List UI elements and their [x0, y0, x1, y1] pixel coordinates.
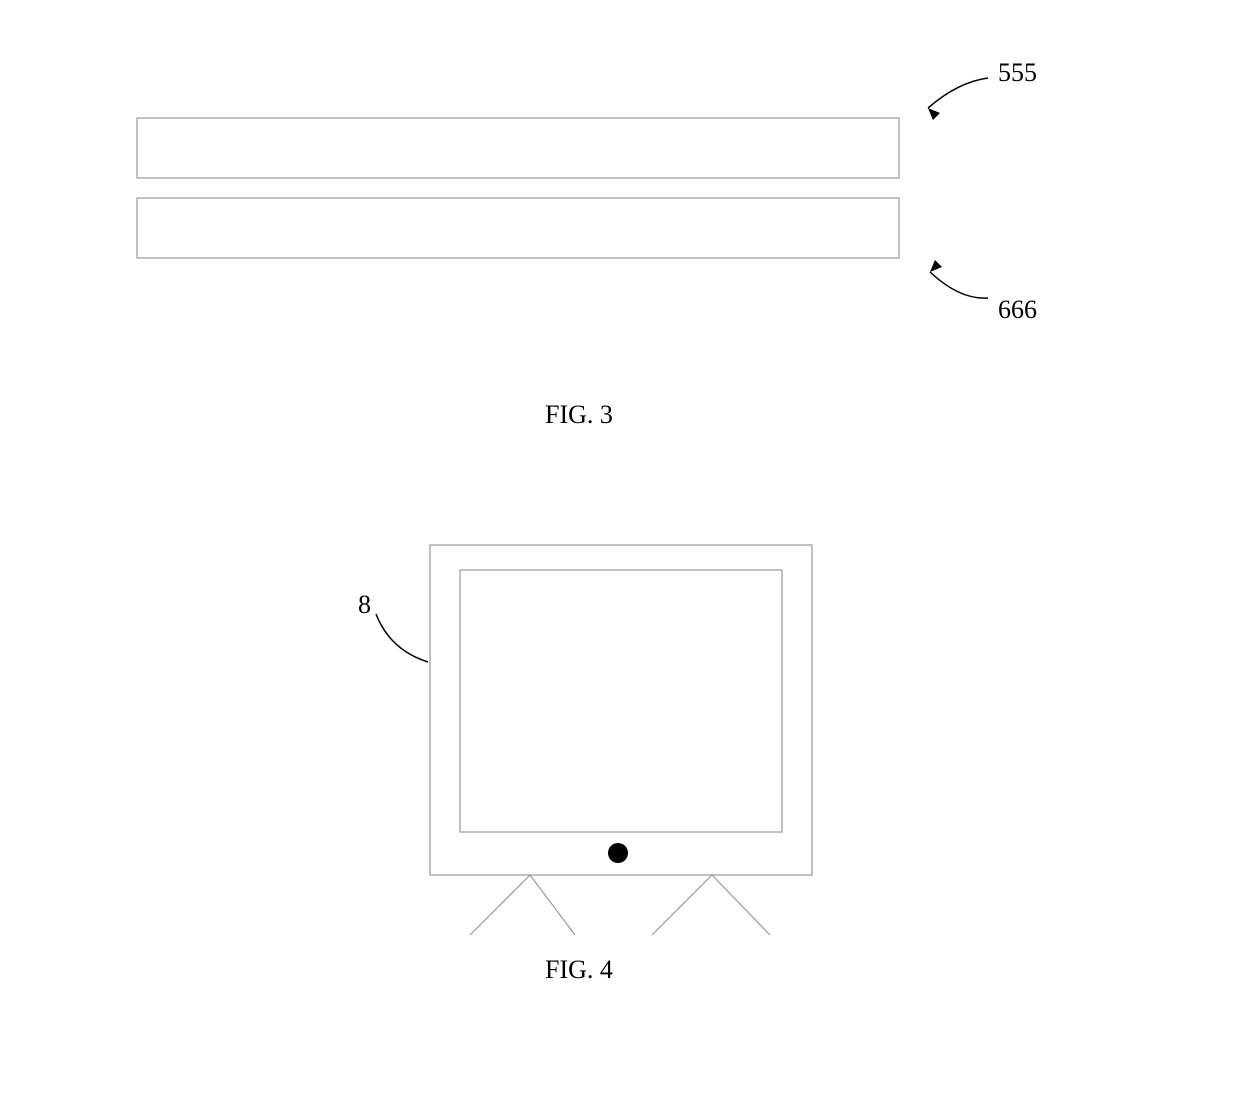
fig4-leg-right-a	[652, 875, 712, 935]
fig4-label-8: 8	[358, 590, 371, 620]
fig4-monitor-bezel	[430, 545, 812, 875]
leader-666	[930, 272, 988, 298]
fig3-label-666: 666	[998, 295, 1037, 325]
fig4-monitor-button	[608, 843, 628, 863]
fig3-upper-layer	[137, 118, 899, 178]
fig4-caption: FIG. 4	[545, 955, 613, 985]
fig4-leg-left-a	[470, 875, 530, 935]
fig4-leg-right-b	[712, 875, 770, 935]
leader-555	[928, 78, 988, 108]
diagram-canvas	[0, 0, 1240, 1120]
fig3-lower-layer	[137, 198, 899, 258]
fig3-caption: FIG. 3	[545, 400, 613, 430]
fig4-leg-left-b	[530, 875, 575, 935]
fig3-label-555: 555	[998, 58, 1037, 88]
fig4-monitor-screen	[460, 570, 782, 832]
leader-8	[376, 614, 428, 662]
